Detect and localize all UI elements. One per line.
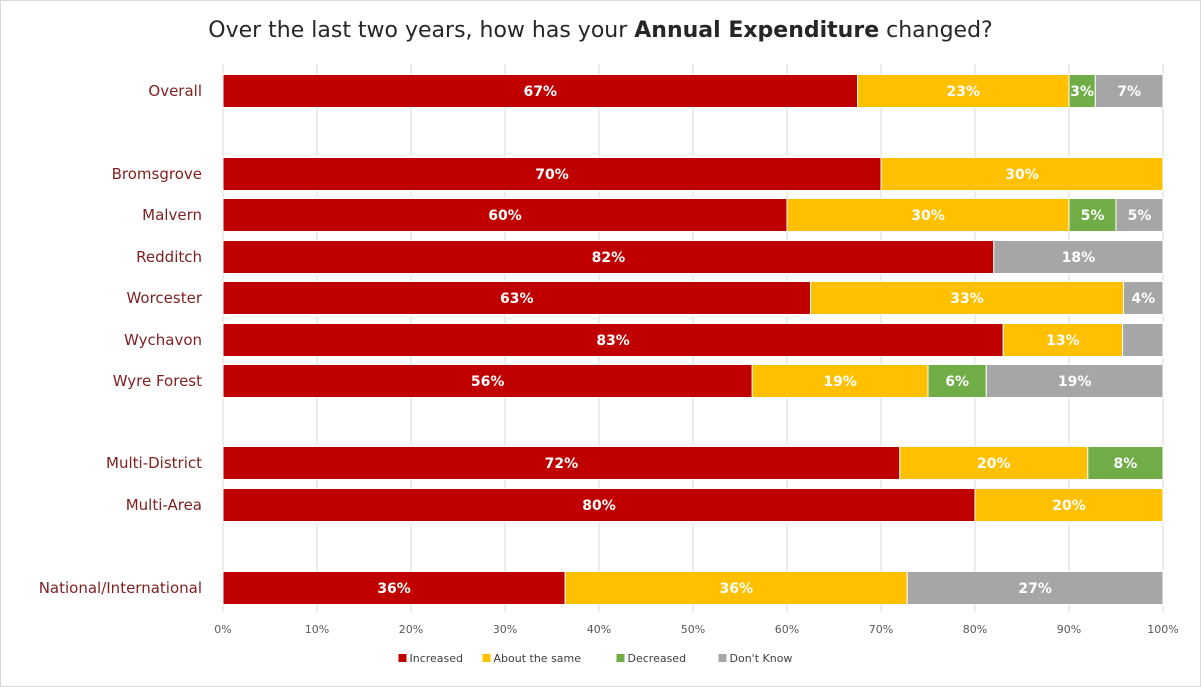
bar-segment — [222, 74, 858, 108]
bar-segment — [985, 364, 1164, 398]
data-label: 5% — [1081, 208, 1105, 224]
bar-segment — [1123, 281, 1164, 315]
bar-segment — [1002, 323, 1124, 357]
bar-segment — [1068, 198, 1117, 232]
data-label: 36% — [377, 581, 411, 597]
bar-segment — [857, 74, 1070, 108]
data-label: 60% — [488, 208, 522, 224]
legend-label: Increased — [410, 652, 464, 665]
data-label: 20% — [1052, 498, 1086, 514]
legend-swatch — [398, 654, 407, 662]
bar-segment — [222, 446, 901, 480]
data-label: 3% — [1070, 84, 1094, 100]
bar-segment — [1087, 446, 1164, 480]
bar-segment — [222, 281, 811, 315]
bar-segment — [564, 571, 908, 605]
legend-swatch — [718, 654, 727, 662]
category-label: National/International — [39, 579, 202, 597]
x-tick-label: 50% — [681, 623, 705, 636]
bar-segment — [222, 157, 882, 191]
bar-segment — [1094, 74, 1164, 108]
data-label: 63% — [500, 291, 534, 307]
legend-label: Don't Know — [730, 652, 793, 665]
legend-label: Decreased — [628, 652, 687, 665]
x-tick-label: 100% — [1147, 623, 1178, 636]
data-label: 18% — [1062, 250, 1096, 266]
data-label: 6% — [945, 374, 969, 390]
x-tick-label: 0% — [214, 623, 231, 636]
x-tick-label: 90% — [1057, 623, 1081, 636]
data-label: 33% — [950, 291, 984, 307]
data-label: 23% — [946, 84, 980, 100]
category-label: Redditch — [136, 248, 202, 266]
bar-segment — [222, 323, 1004, 357]
data-label: 19% — [1058, 374, 1092, 390]
data-label: 56% — [471, 374, 505, 390]
bar-segment — [974, 488, 1164, 522]
category-label: Multi-District — [106, 454, 202, 472]
x-tick-label: 40% — [587, 623, 611, 636]
bar-segment — [927, 364, 987, 398]
data-label: 67% — [523, 84, 557, 100]
bar-segment — [222, 488, 976, 522]
category-label: Malvern — [142, 206, 202, 224]
bar-segment — [222, 240, 995, 274]
data-label: 5% — [1128, 208, 1152, 224]
data-label: 83% — [596, 333, 630, 349]
legend-swatch — [616, 654, 625, 662]
bar-segment — [906, 571, 1164, 605]
bar-segment — [993, 240, 1164, 274]
chart-title: Over the last two years, how has your An… — [208, 18, 993, 43]
category-label: Overall — [148, 82, 202, 100]
category-label: Wyre Forest — [113, 372, 202, 390]
data-label: 13% — [1046, 333, 1080, 349]
data-label: 82% — [592, 250, 626, 266]
bar-segment — [222, 364, 753, 398]
x-tick-label: 60% — [775, 623, 799, 636]
category-label: Bromsgrove — [112, 165, 202, 183]
legend-label: About the same — [494, 652, 582, 665]
x-tick-label: 20% — [399, 623, 423, 636]
data-label: 7% — [1117, 84, 1141, 100]
x-tick-label: 30% — [493, 623, 517, 636]
data-label: 80% — [582, 498, 616, 514]
data-label: 27% — [1018, 581, 1052, 597]
data-label: 8% — [1114, 456, 1138, 472]
category-label: Worcester — [126, 289, 202, 307]
x-tick-label: 70% — [869, 623, 893, 636]
legend-swatch — [482, 654, 491, 662]
bar-segment — [1115, 198, 1164, 232]
data-label: 20% — [977, 456, 1011, 472]
data-label: 4% — [1131, 291, 1155, 307]
bar-segment — [1122, 323, 1164, 357]
bar-segment — [880, 157, 1164, 191]
data-label: 72% — [545, 456, 579, 472]
x-tick-label: 80% — [963, 623, 987, 636]
data-label: 70% — [535, 167, 569, 183]
category-label: Multi-Area — [126, 496, 202, 514]
data-label: 30% — [1005, 167, 1039, 183]
bar-segment — [786, 198, 1070, 232]
x-tick-label: 10% — [305, 623, 329, 636]
data-label: 30% — [911, 208, 945, 224]
bar-segment — [222, 198, 788, 232]
category-label: Wychavon — [124, 331, 202, 349]
data-label: 36% — [719, 581, 753, 597]
bar-segment — [751, 364, 929, 398]
data-label: 19% — [823, 374, 857, 390]
